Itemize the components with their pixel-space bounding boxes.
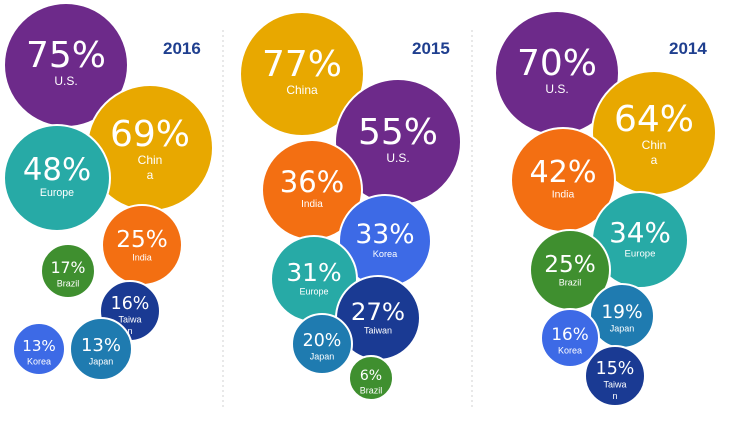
bubble-label-europe: Europe (299, 287, 328, 297)
bubble-value-korea: 33% (355, 219, 414, 250)
bubble-label-korea: Korea (27, 357, 51, 367)
bubble-circle-korea (540, 308, 600, 368)
bubble-value-europe: 48% (23, 153, 91, 188)
bubble-value-japan: 13% (81, 335, 121, 356)
bubble-korea: 33%Korea (338, 194, 432, 288)
bubble-label-taiwan: Taiwa (118, 315, 141, 325)
bubble-value-brazil: 17% (51, 258, 86, 277)
bubble-circle-china (239, 11, 365, 137)
panel-2016: 2016 75%U.S.69%China48%Europe25%India17%… (3, 2, 214, 381)
bubble-value-us: 70% (517, 43, 597, 84)
bubble-circle-brazil (40, 243, 96, 299)
bubble-value-china: 77% (262, 44, 342, 85)
bubble-brazil: 17% Brazil (40, 243, 96, 299)
bubble-label-us: U.S. (54, 74, 77, 88)
bubble-value-china: 64% (614, 99, 694, 140)
bubble-value-brazil: 6% (360, 368, 382, 384)
bubble-label-china: Chin (642, 138, 667, 152)
bubble-value-europe: 31% (286, 258, 341, 287)
bubble-europe: 34%Europe (591, 191, 689, 289)
bubble-circle-europe (3, 124, 111, 232)
bubble-china: 77%China (239, 11, 365, 137)
year-title: 2014 (669, 39, 707, 58)
bubble-label-europe: Europe (625, 248, 656, 259)
bubble-europe: 48%Europe (3, 124, 111, 232)
bubble-label-japan: Japan (310, 352, 335, 362)
bubble-label-china: a (651, 153, 658, 167)
bubble-value-india: 42% (529, 155, 596, 190)
bubble-label-china: China (286, 83, 318, 97)
bubble-korea: 16% Korea (540, 308, 600, 368)
bubble-label-brazil: Brazil (360, 386, 383, 396)
bubble-label-china: a (147, 168, 154, 182)
panel-2015: 2015 77%China55%U.S.36%India33%Korea31%E… (239, 11, 462, 401)
bubble-circle-taiwan (584, 345, 646, 407)
bubble-brazil: 6% Brazil (348, 355, 394, 401)
bubble-taiwan: 15%Taiwan (584, 345, 646, 407)
bubble-value-japan: 20% (303, 331, 342, 351)
bubble-value-taiwan: 15% (596, 359, 635, 379)
bubble-label-taiwan: Taiwan (364, 326, 392, 336)
bubble-label-india: India (552, 190, 575, 201)
bubble-label-india: India (132, 253, 152, 263)
bubble-label-china: Chin (138, 153, 163, 167)
bubble-label-india: India (301, 199, 323, 210)
bubble-circle-japan (291, 313, 353, 375)
bubble-china: 64%China (591, 70, 717, 196)
bubble-circle-japan (69, 317, 133, 381)
bubble-us: 75%U.S. (3, 2, 129, 128)
bubble-india: 25%India (101, 204, 183, 286)
bubble-value-taiwan: 27% (351, 297, 405, 326)
bubble-label-korea: Korea (558, 346, 582, 356)
bubble-label-japan: Japan (610, 324, 635, 334)
bubble-value-china: 69% (110, 114, 190, 155)
bubble-circle-brazil (348, 355, 394, 401)
bubble-value-india: 36% (280, 165, 344, 199)
bubble-value-korea: 13% (22, 337, 56, 355)
bubble-china: 69%China (86, 84, 214, 212)
bubble-value-taiwan: 16% (111, 294, 150, 314)
bubble-value-us: 75% (26, 35, 106, 76)
bubble-label-taiwan: n (612, 391, 617, 401)
bubble-label-europe: Europe (40, 187, 74, 199)
year-title: 2016 (163, 39, 201, 58)
bubble-circle-korea (12, 322, 66, 376)
bubble-value-brazil: 25% (544, 251, 596, 278)
bubble-value-india: 25% (116, 226, 168, 253)
bubble-label-brazil: Brazil (559, 278, 582, 288)
bubble-korea: 13% Korea (12, 322, 66, 376)
bubble-label-taiwan: n (127, 326, 132, 336)
bubble-japan: 20%Japan (291, 313, 353, 375)
bubble-value-us: 55% (358, 112, 438, 153)
bubble-india: 42%India (510, 127, 616, 233)
bubble-us: 70%U.S. (494, 10, 620, 136)
bubble-japan: 13%Japan (69, 317, 133, 381)
bubble-label-japan: Japan (89, 357, 114, 367)
year-title: 2015 (412, 39, 450, 58)
bubble-value-japan: 19% (601, 302, 642, 323)
bubble-label-brazil: Brazil (57, 279, 80, 289)
bubble-label-us: U.S. (545, 82, 568, 96)
bubble-us: 55%U.S. (334, 78, 462, 206)
bubble-india: 36%India (261, 139, 363, 241)
bubble-label-taiwan: Taiwa (603, 380, 626, 390)
bubble-label-us: U.S. (386, 151, 409, 165)
bubble-japan: 19%Japan (589, 283, 655, 349)
bubble-value-europe: 34% (609, 216, 671, 249)
panel-2014: 2014 70%U.S.64%China42%India34%Europe25%… (494, 10, 717, 407)
bubble-label-korea: Korea (373, 249, 398, 259)
bubble-value-korea: 16% (551, 324, 588, 344)
